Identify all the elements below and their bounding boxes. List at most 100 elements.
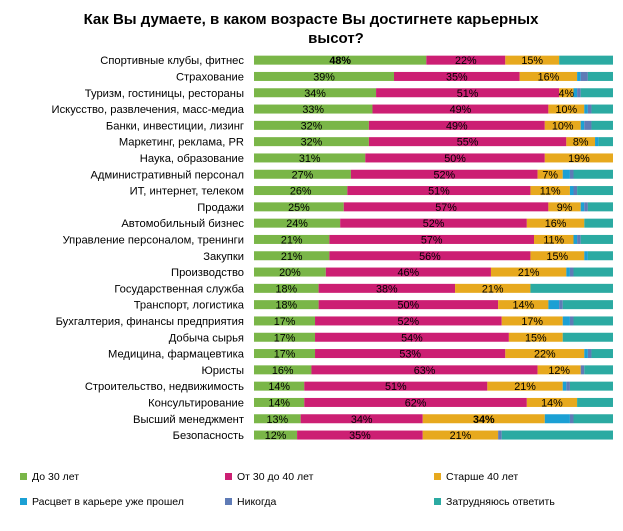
data-label: 10% [556,104,578,116]
category-label: Автомобильный бизнес [121,218,244,230]
legend-label: Затрудняюсь ответить [446,496,555,508]
legend: До 30 лет От 30 до 40 лет Старше 40 лет Рас… [20,471,555,508]
data-label: 51% [428,186,450,198]
data-label: 17% [274,332,296,344]
data-label: 34% [304,88,326,100]
data-label: 52% [423,218,445,230]
bar-segment-от-30-до-40-лет [350,169,538,179]
bar-segment-от-30-до-40-лет [300,414,423,424]
bar-segment-расцвет-в-карьере-уже-прошел [580,120,585,130]
bar-segment-никогда [580,365,585,375]
category-label: Банки, инвестиции, лизинг [106,120,244,132]
data-label: 27% [292,169,314,181]
bar-segment-от-30-до-40-лет [343,202,549,212]
bar-segment-от-30-до-40-лет [329,234,535,244]
bar-segment-до-30-лет [254,283,319,293]
bar-segment-старше-40-лет [544,153,613,163]
data-label: 34% [351,414,373,426]
bar-segment-затрудняюсь-ответить [530,283,613,293]
bar-segment-расцвет-в-карьере-уже-прошел [584,104,588,114]
bar-segment-старше-40-лет [498,300,549,310]
bar-segment-до-30-лет [254,365,312,375]
chart-title-line-1: Как Вы думаете, в каком возрасте Вы дост… [84,11,539,28]
bar-segment-затрудняюсь-ответить [584,218,613,228]
bar-segment-от-30-до-40-лет [304,397,527,407]
bar-segment-до-30-лет [254,169,351,179]
data-label: 46% [398,267,420,279]
data-label: 21% [518,267,540,279]
chart-title-line-2: высот? [308,30,364,47]
bar-segment-от-30-до-40-лет [315,316,502,326]
data-label: 17% [274,349,296,361]
data-label: 15% [521,55,543,67]
bar-segment-затрудняюсь-ответить [577,186,613,196]
bar-segment-от-30-до-40-лет [365,153,545,163]
bar-segment-от-30-до-40-лет [325,267,491,277]
bar-segment-до-30-лет [254,300,319,310]
data-label: 15% [547,251,569,263]
bar-segment-затрудняюсь-ответить [598,137,613,147]
bar-segment-от-30-до-40-лет [329,251,531,261]
bar-segment-до-30-лет [254,349,316,359]
category-axis: Спортивные клубы, фитнес Страхование Туриз… [52,55,245,442]
bar-segment-до-30-лет [254,267,326,277]
data-label: 16% [272,365,294,377]
bar-segment-затрудняюсь-ответить [587,251,613,261]
bar-segment-никогда [498,430,502,440]
bar-segment-старше-40-лет [537,365,581,375]
bar-segment-до-30-лет [254,414,301,424]
data-label: 34% [473,414,495,426]
legend-label: Расцвет в карьере уже прошел [32,496,184,508]
bar-segment-расцвет-в-карьере-уже-прошел [577,71,581,81]
data-label: 19% [568,153,590,165]
bar-segment-затрудняюсь-ответить [573,267,613,277]
data-label: 26% [290,186,312,198]
bar-segment-от-30-до-40-лет [394,71,520,81]
bar-segment-затрудняюсь-ответить [562,300,613,310]
data-label: 57% [421,234,443,246]
bar-segment-от-30-до-40-лет [340,218,527,228]
legend-swatch-старше-40-лет [434,473,441,480]
bar-segment-до-30-лет [254,88,377,98]
legend-label: До 30 лет [32,471,79,483]
category-label: ИТ, интернет, телеком [130,186,244,198]
bar-segment-старше-40-лет [505,55,560,65]
bar-segment-затрудняюсь-ответить [591,349,613,359]
data-label: 21% [514,381,536,393]
category-label: Бухгалтерия, финансы предприятия [56,316,244,328]
bar-segment-старше-40-лет [544,120,581,130]
data-label: 50% [398,300,420,312]
category-label: Государственная служба [114,283,244,295]
bar-segment-затрудняюсь-ответить [587,202,613,212]
data-label: 20% [279,267,301,279]
data-label: 10% [552,120,574,132]
bar-segment-расцвет-в-карьере-уже-прошел [580,202,585,212]
bar-segment-до-30-лет [254,316,316,326]
bar-segment-от-30-до-40-лет [297,430,423,440]
bar-segment-расцвет-в-карьере-уже-прошел [562,169,570,179]
data-label: 8% [573,137,589,149]
data-label: 49% [446,120,468,132]
bar-segment-до-30-лет [254,186,348,196]
bar-segment-до-30-лет [254,104,373,114]
bar-segment-от-30-до-40-лет [311,365,538,375]
bar-segment-затрудняюсь-ответить [573,169,613,179]
data-label: 24% [286,218,308,230]
category-label: Искусство, развлечения, масс-медиа [52,104,245,116]
category-label: Закупки [203,251,244,263]
bar-segment-от-30-до-40-лет [318,283,456,293]
data-label: 52% [398,316,420,328]
data-label: 51% [385,381,407,393]
bar-segment-до-30-лет [254,120,369,130]
bar-segment-никогда [577,88,581,98]
data-label: 14% [512,300,534,312]
bar-segment-никогда [566,381,570,391]
data-label: 21% [482,283,504,295]
bar-segment-до-30-лет [254,71,395,81]
bar-segment-от-30-до-40-лет [426,55,506,65]
bar-segment-затрудняюсь-ответить [573,316,613,326]
data-label: 33% [302,104,324,116]
data-label: 54% [401,332,423,344]
